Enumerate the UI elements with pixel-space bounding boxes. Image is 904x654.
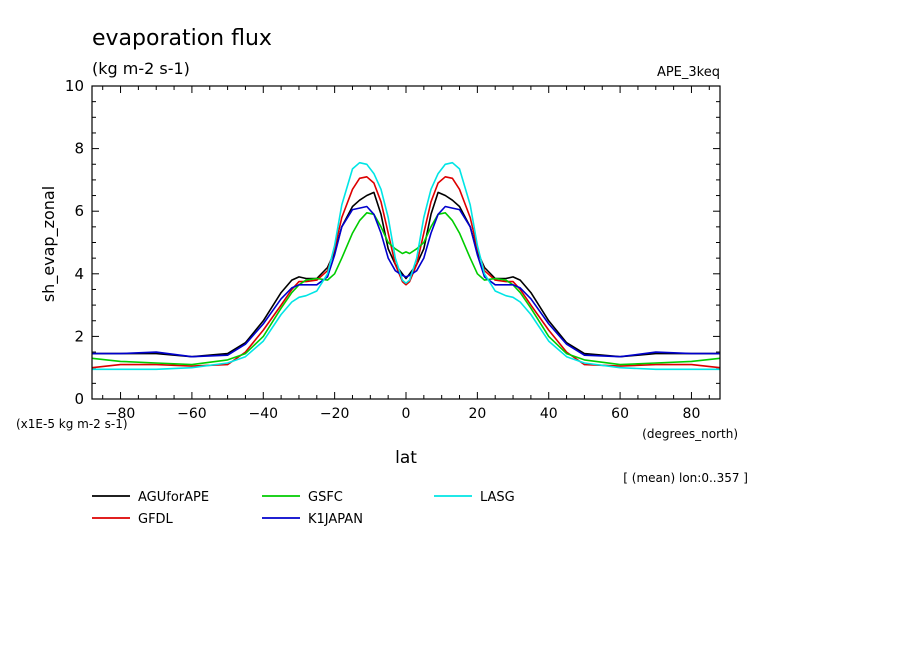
footnote: [ (mean) lon:0..357 ] (623, 471, 748, 485)
legend-label-lasg: LASG (480, 490, 515, 505)
chart-title: evaporation flux (92, 26, 272, 51)
y-tick-label: 4 (74, 265, 84, 283)
x-axis-units: (degrees_north) (642, 427, 738, 441)
x-tick-label: 20 (468, 406, 486, 422)
y-scale-note: (x1E-5 kg m-2 s-1) (16, 417, 128, 431)
x-tick-label: 60 (611, 406, 629, 422)
y-tick-label: 6 (74, 202, 84, 220)
axis-ticks (92, 85, 720, 400)
y-tick-label: 2 (74, 327, 84, 345)
legend-label-gfdl: GFDL (138, 512, 174, 527)
plot-frame (91, 85, 721, 400)
y-axis-label: sh_evap_zonal (39, 186, 59, 302)
series-lines (91, 161, 721, 371)
series-line-k1japan (92, 205, 720, 358)
series-line-lasg (92, 161, 720, 371)
x-tick-label: −60 (177, 406, 207, 422)
x-tick-labels: −80 −60 −40 −20 0 20 40 60 80 (106, 406, 701, 422)
legend-label-aguforape: AGUforAPE (138, 490, 209, 505)
legend-label-k1japan: K1JAPAN (308, 512, 363, 527)
x-axis-label: lat (395, 448, 417, 468)
x-tick-label: −40 (248, 406, 278, 422)
y-tick-label: 10 (65, 77, 84, 95)
y-tick-label: 8 (74, 140, 84, 158)
series-line-gfdl (91, 176, 721, 369)
series-line-gsfc (91, 212, 721, 366)
x-tick-label: 40 (540, 406, 558, 422)
x-tick-label: −20 (320, 406, 350, 422)
chart-units: (kg m-2 s-1) (92, 59, 190, 78)
series-line-aguforape (92, 191, 720, 358)
x-tick-label: 80 (683, 406, 701, 422)
y-tick-label: 0 (74, 390, 84, 408)
experiment-label: APE_3keq (657, 65, 720, 80)
x-tick-label: −80 (106, 406, 136, 422)
y-tick-labels: 0 2 4 6 8 10 (65, 77, 84, 408)
x-tick-label: 0 (402, 406, 411, 422)
legend-label-gsfc: GSFC (308, 490, 343, 505)
legend: AGUforAPE GFDL GSFC K1JAPAN LASG (92, 490, 515, 527)
